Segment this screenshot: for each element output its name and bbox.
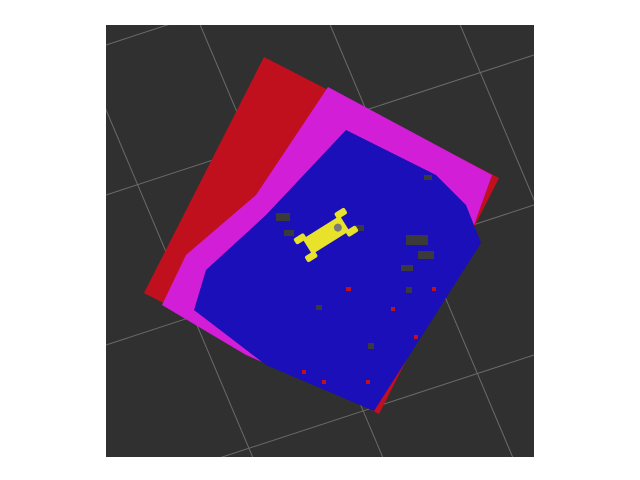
costmap-obstacles <box>276 175 434 349</box>
costmap-render <box>106 25 534 457</box>
3d-viewport[interactable] <box>106 25 534 457</box>
costmap-free-region <box>194 130 481 411</box>
costmap-lethal-specks <box>302 287 436 384</box>
robot-model-icon[interactable] <box>293 207 359 263</box>
